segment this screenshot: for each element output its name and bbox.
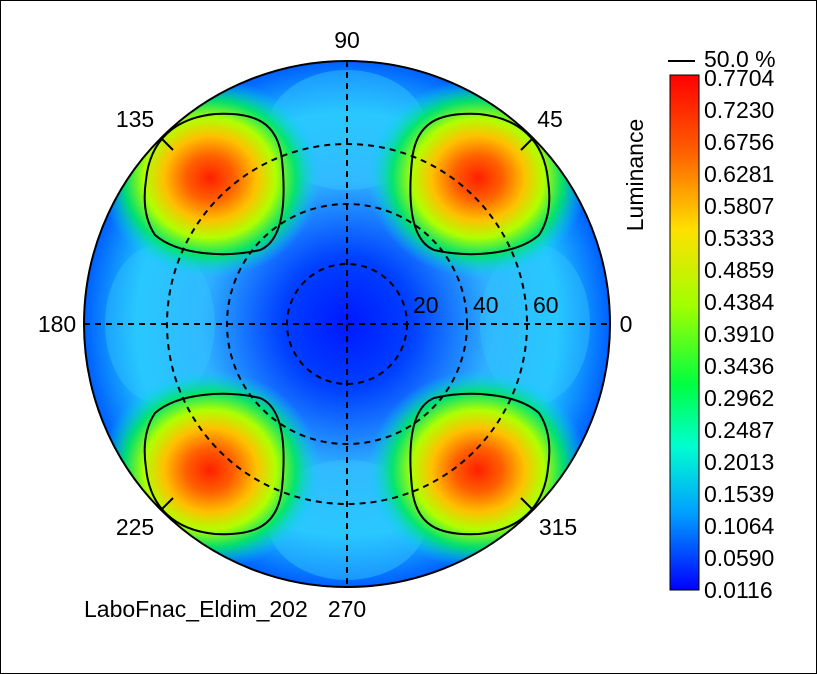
colorbar-title: Luminance [622,119,648,232]
azimuth-label-180: 180 [38,311,76,337]
colorbar-tick-label: 0.4384 [704,289,775,315]
colorbar-tick-label: 0.3910 [704,321,774,347]
colorbar-tick-label: 0.5807 [704,193,774,219]
azimuth-label-90: 90 [334,27,360,53]
radial-label-20: 20 [413,292,439,318]
contour-marker-label: 50.0 % [704,46,776,72]
azimuth-label-0: 0 [620,311,633,337]
colorbar-tick-label: 0.0590 [704,545,774,571]
peak-225 [100,370,320,570]
peak-315 [368,370,588,570]
colorbar-tick-label: 0.2013 [704,449,774,475]
polar-grid [84,61,610,587]
azimuth-label-270: 270 [328,596,366,622]
colorbar [669,74,700,591]
azimuth-label-45: 45 [537,106,563,132]
outer-circle [83,60,611,588]
contour-50-percent [143,112,551,536]
colorbar-tick-label: 0.2962 [704,385,774,411]
colorbar-tick-label: 0.5333 [704,225,774,251]
radial-label-40: 40 [473,292,499,318]
colorbar-tick-label: 0.1539 [704,481,774,507]
azimuth-label-135: 135 [116,106,154,132]
diagonal-ticks [160,137,534,511]
colorbar-tick-label: 0.7230 [704,97,774,123]
colorbar-tick-label: 0.2487 [704,417,774,443]
colorbar-ticks: 0.7704 0.7230 0.6756 0.6281 0.5807 0.5333 0.48… [704,65,775,603]
colorbar-tick-label: 0.6756 [704,129,774,155]
colorbar-tick-label: 0.3436 [704,353,774,379]
azimuth-label-315: 315 [539,514,577,540]
source-text: LaboFnac_Eldim_202 [84,596,308,622]
colorbar-tick-label: 0.7704 [704,65,775,91]
colorbar-tick-label: 0.6281 [704,161,774,187]
azimuth-label-225: 225 [116,514,154,540]
radial-label-60: 60 [533,292,559,318]
colorbar-tick-label: 0.0116 [704,577,773,603]
colorbar-tick-label: 0.1064 [704,513,775,539]
colorbar-tick-label: 0.4859 [704,257,774,283]
